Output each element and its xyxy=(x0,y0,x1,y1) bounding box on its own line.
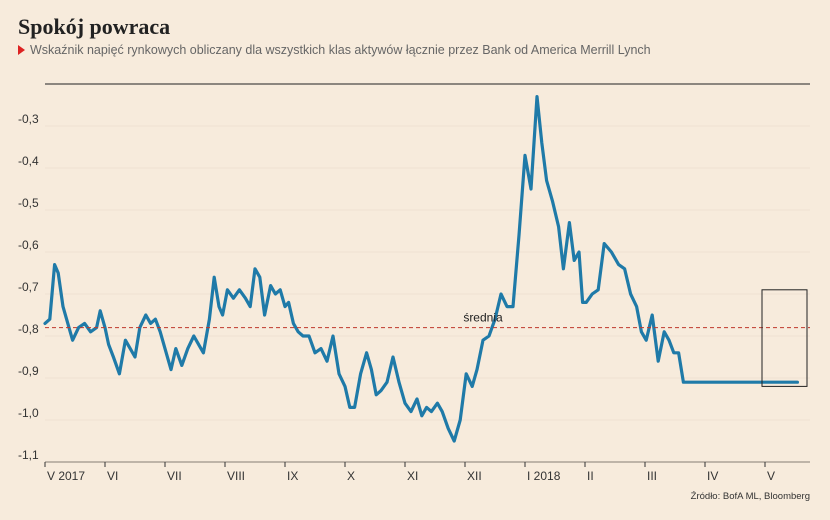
y-tick-label: -0,6 xyxy=(18,238,39,252)
x-tick-label: VI xyxy=(107,469,118,483)
x-axis: V 2017 VI VII VIII IX X XI XII I 2018 II III IV V xyxy=(44,462,775,483)
x-tick-label: XI xyxy=(407,469,418,483)
series-layer xyxy=(43,95,799,443)
y-tick-label: -0,7 xyxy=(18,280,39,294)
x-tick-label: IX xyxy=(287,469,298,483)
x-tick-label: X xyxy=(347,469,355,483)
y-tick-label: -0,3 xyxy=(18,112,39,126)
x-tick-label: VII xyxy=(167,469,182,483)
x-tick-label: VIII xyxy=(227,469,245,483)
mean-label: średnia xyxy=(463,311,503,325)
highlight-box xyxy=(761,289,808,387)
x-tick-label: III xyxy=(647,469,657,483)
y-tick-label: -1,1 xyxy=(18,448,39,462)
grid xyxy=(45,83,810,463)
chart-subtitle: Wskaźnik napięć rynkowych obliczany dla … xyxy=(18,43,651,57)
y-tick-label: -0,5 xyxy=(18,196,39,210)
x-tick-label: V 2017 xyxy=(47,469,85,483)
x-tick-label: V xyxy=(767,469,775,483)
subtitle-marker-icon xyxy=(18,45,25,55)
x-tick-label: II xyxy=(587,469,594,483)
y-tick-label: -0,8 xyxy=(18,322,39,336)
y-tick-label: -0,4 xyxy=(18,154,39,168)
x-tick-label: I 2018 xyxy=(527,469,561,483)
x-tick-label: XII xyxy=(467,469,482,483)
subtitle-text: Wskaźnik napięć rynkowych obliczany dla … xyxy=(30,43,651,57)
series-line xyxy=(43,95,799,443)
y-axis: -0,3 -0,4 -0,5 -0,6 -0,7 -0,8 -0,9 -1,0 -1,1 xyxy=(18,112,39,462)
source-note: Źródło: BofA ML, Bloomberg xyxy=(690,491,810,502)
chart-title: Spokój powraca xyxy=(18,14,171,39)
y-tick-label: -1,0 xyxy=(18,406,39,420)
x-tick-label: IV xyxy=(707,469,718,483)
annotations: średnia xyxy=(45,289,810,387)
y-tick-label: -0,9 xyxy=(18,364,39,378)
